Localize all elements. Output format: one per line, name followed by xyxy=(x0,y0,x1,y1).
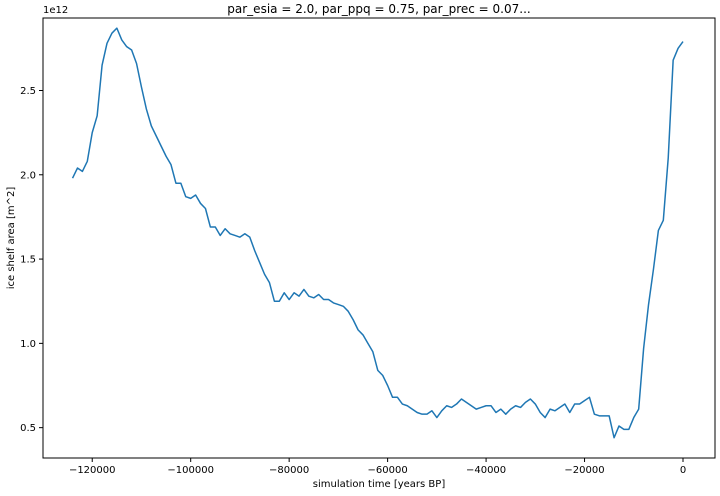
x-tick-label: −20000 xyxy=(564,465,604,476)
y-tick-label: 1.5 xyxy=(20,255,36,266)
chart-title: par_esia = 2.0, par_ppq = 0.75, par_prec… xyxy=(227,2,530,16)
series-group xyxy=(71,27,684,439)
y-tick-label: 2.5 xyxy=(20,86,36,97)
x-tick-label: 0 xyxy=(680,465,686,476)
y-axis-label: ice shelf area [m^2] xyxy=(6,187,17,290)
x-tick-label: −60000 xyxy=(368,465,408,476)
x-tick-label: −40000 xyxy=(466,465,506,476)
x-tick-label: −120000 xyxy=(69,465,116,476)
y-tick-label: 1.0 xyxy=(20,339,36,350)
x-axis-label: simulation time [years BP] xyxy=(313,479,446,490)
x-tick-label: −80000 xyxy=(269,465,309,476)
y-tick-label: 0.5 xyxy=(20,423,36,434)
y-axis-offset-label: 1e12 xyxy=(43,5,68,16)
x-tick-label: −100000 xyxy=(167,465,214,476)
series-line xyxy=(71,27,684,439)
plot-frame xyxy=(42,17,716,459)
axis-ticks: −120000 −100000 −80000 −60000 −40000 −20000 0 0… xyxy=(20,86,686,476)
y-tick-label: 2.0 xyxy=(20,170,36,181)
